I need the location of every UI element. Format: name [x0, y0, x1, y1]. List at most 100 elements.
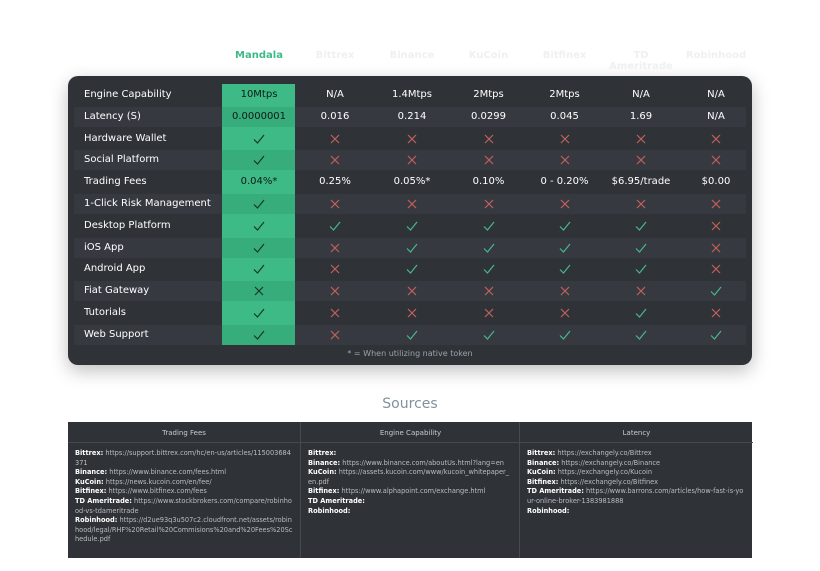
cell-text: 2Mtps: [549, 89, 580, 100]
row-label: Android App: [84, 263, 146, 275]
source-name: Bitfinex:: [75, 487, 107, 496]
cell-text: 0.0299: [471, 110, 506, 122]
check-icon: [253, 156, 265, 166]
highlight-column: [222, 84, 295, 345]
column-header: KuCoin: [468, 50, 509, 61]
highlight-band: [222, 324, 295, 345]
sources-list: Bittrex: https://exchangely.co/Bittrex Bi…: [520, 443, 753, 516]
source-name: Bitfinex:: [527, 477, 559, 486]
source-url: https://d2ue93q3u507c2.cloudfront.net/as…: [75, 516, 293, 544]
check-icon: [253, 134, 265, 144]
sources-list: Bittrex: Binance: https://www.binance.com…: [301, 443, 520, 516]
source-item: Bitfinex: https://www.bitfinex.com/fees: [75, 487, 293, 497]
cross-icon: [254, 286, 264, 296]
cell-text: N/A: [707, 89, 725, 100]
sources-title: Sources: [382, 396, 438, 412]
check-icon: [635, 265, 647, 275]
cell-text: N/A: [707, 110, 725, 122]
row-label: Web Support: [84, 328, 149, 340]
cell-text: 10Mtps: [240, 89, 278, 100]
check-icon: [406, 265, 418, 275]
source-item: Robinhood:: [527, 507, 746, 517]
row-label: Engine Capability: [84, 89, 172, 100]
cell-text: N/A: [326, 89, 344, 100]
sources-header: Trading Fees: [68, 422, 300, 443]
highlight-band: [222, 150, 295, 171]
cross-icon: [407, 308, 417, 318]
cross-icon: [407, 134, 417, 144]
cross-icon: [330, 199, 340, 209]
cross-icon: [711, 308, 721, 318]
cell-text: 0.045: [550, 110, 579, 122]
column-header: Bitfinex: [542, 50, 587, 61]
source-url: https://www.binance.com/fees.html: [109, 468, 227, 477]
source-item: TD Ameritrade: https://www.barrons.com/a…: [527, 487, 746, 506]
check-icon: [559, 265, 570, 275]
check-icon: [406, 243, 418, 253]
check-icon: [253, 330, 265, 340]
cell-text: N/A: [632, 89, 650, 100]
sources-column: Trading Fees Bittrex: https://support.bit…: [68, 422, 300, 558]
source-url: https://www.stockbrokers.com/compare/rob…: [75, 496, 292, 515]
cross-icon: [711, 264, 721, 274]
cross-icon: [330, 243, 340, 253]
source-item: KuCoin: https://exchangely.co/Kucoin: [527, 468, 746, 478]
cell-text: 2Mtps: [473, 89, 504, 100]
cross-icon: [636, 155, 646, 165]
source-item: Bittrex:: [308, 449, 513, 459]
check-icon: [635, 308, 647, 318]
source-url: https://www.bitfinex.com/fees: [108, 487, 207, 496]
cross-icon: [711, 221, 721, 231]
sources-header: Latency: [520, 422, 753, 443]
source-item: KuCoin: https://assets.kucoin.com/www/ku…: [308, 468, 513, 487]
cross-icon: [711, 155, 721, 165]
check-icon: [253, 308, 265, 318]
cell-text: 0.0000001: [231, 110, 287, 122]
source-name: Robinhood:: [527, 506, 570, 515]
cross-icon: [330, 330, 340, 340]
check-icon: [406, 221, 418, 231]
column-header: Mandala: [235, 50, 283, 61]
cell-text: $6.95/trade: [611, 176, 671, 188]
check-icon: [559, 243, 570, 253]
source-url: https://exchangely.co/Kucoin: [557, 468, 653, 477]
check-icon: [559, 330, 570, 340]
source-name: Bittrex:: [527, 449, 556, 457]
cross-icon: [330, 308, 340, 318]
highlight-band: [222, 194, 295, 214]
cross-icon: [636, 134, 646, 144]
check-icon: [253, 199, 265, 209]
cross-icon: [484, 155, 493, 165]
cross-icon: [407, 155, 417, 165]
sources-list: Bittrex: https://support.bittrex.com/hc/…: [68, 443, 300, 545]
source-item: Bitfinex: https://www.alphapoint.com/exc…: [308, 487, 513, 497]
cross-icon: [560, 134, 569, 144]
cross-icon: [711, 199, 721, 209]
source-item: TD Ameritrade: https://www.stockbrokers.…: [75, 497, 293, 516]
source-name: Bitfinex:: [308, 487, 340, 496]
cross-icon: [560, 308, 569, 318]
source-name: Binance:: [75, 468, 108, 477]
source-url: https://exchangely.co/Binance: [561, 458, 661, 467]
source-name: Bittrex:: [308, 449, 337, 457]
cell-text: 0.05%*: [393, 176, 431, 188]
check-icon: [253, 221, 265, 231]
cell-text: 1.69: [629, 110, 653, 122]
source-name: TD Ameritrade:: [308, 496, 365, 505]
source-url: https://www.alphapoint.com/exchange.html: [341, 487, 486, 496]
source-name: Bittrex:: [75, 449, 104, 457]
source-name: Robinhood:: [75, 516, 118, 525]
cross-icon: [330, 264, 340, 274]
column-header: TD Ameritrade: [609, 50, 673, 72]
check-icon: [253, 265, 265, 275]
column-header: Robinhood: [685, 50, 747, 61]
cell-text: 0.04%*: [240, 176, 278, 188]
check-icon: [710, 330, 722, 340]
cell-text: 0.214: [397, 110, 427, 122]
check-icon: [635, 243, 647, 253]
source-name: TD Ameritrade:: [527, 487, 584, 496]
cell-text: 0.016: [320, 110, 350, 122]
cross-icon: [330, 155, 340, 165]
cell-text: 0 - 0.20%: [540, 176, 589, 188]
sources-column: Latency Bittrex: https://exchangely.co/Bi…: [519, 422, 753, 558]
